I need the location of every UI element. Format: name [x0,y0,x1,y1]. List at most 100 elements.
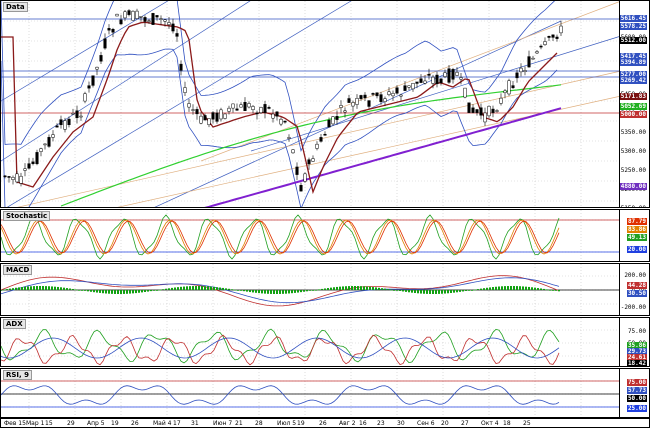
candle-body [491,108,495,113]
macd-histogram-bar [480,288,482,290]
macd-histogram-bar [240,290,242,291]
macd-histogram-bar [441,290,443,294]
macd-histogram-bar [186,286,188,290]
price-marker-label: 5269.42 [619,77,647,84]
macd-histogram-bar [378,287,380,290]
macd-histogram-bar [420,290,422,294]
candle-body [119,19,123,25]
candle-body [103,38,107,49]
rsi-chart[interactable] [1,369,650,418]
macd-histogram-bar [72,288,74,290]
macd-histogram-bar [384,288,386,290]
stochastic-chart[interactable] [1,210,650,262]
price-marker-label: 5616.45 [619,15,647,22]
macd-histogram-bar [546,289,548,291]
date-axis-label: Май 4 [153,420,172,427]
macd-chart[interactable] [1,264,650,316]
macd-histogram-bar [255,290,257,293]
macd-histogram-bar [408,290,410,293]
stochastic-marker-label: 49.13 [626,234,647,241]
stochastic-marker-label: 20.00 [626,246,647,253]
macd-histogram-bar [258,290,260,294]
macd-histogram-bar [282,290,284,294]
macd-histogram-bar [339,286,341,290]
macd-histogram-bar [3,289,5,291]
macd-histogram-bar [141,290,143,293]
candle-body [459,77,463,80]
macd-histogram-bar [354,286,356,290]
macd-histogram-bar [132,290,134,294]
candle-body [547,35,551,38]
candle-body [543,41,547,46]
candle-body [375,92,379,97]
candle-body [283,120,287,123]
date-axis-label: Сен 6 [417,420,435,427]
candle-body [331,116,335,125]
macd-histogram-bar [342,286,344,290]
candle-body [143,17,147,22]
macd-histogram-bar [39,286,41,290]
macd-histogram-bar [243,290,245,292]
macd-histogram-bar [21,287,23,290]
candle-body [199,115,203,124]
price-pane[interactable]: Data 5650.005600.005550.005500.005450.00… [0,0,650,208]
adx-marker-label: 29.73 [626,348,647,355]
macd-histogram-bar [249,290,251,293]
macd-histogram-bar [18,287,20,290]
macd-histogram-bar [264,290,266,294]
macd-histogram-bar [99,290,101,293]
macd-histogram-bar [309,290,311,291]
price-chart[interactable] [1,1,650,208]
macd-histogram-bar [66,288,68,290]
macd-histogram-bar [474,289,476,291]
rsi-pane[interactable]: RSI, 9 75.00 57.73 50.00 25.00 [0,368,650,418]
macd-histogram-bar [366,286,368,290]
macd-histogram-bar [81,290,83,291]
macd-histogram-bar [78,289,80,291]
macd-histogram-bar [108,290,110,294]
date-axis-label: 29 [67,420,75,427]
bollinger-upper-line [1,1,555,153]
macd-histogram-bar [102,290,104,294]
macd-histogram-bar [90,290,92,292]
adx-chart[interactable] [1,318,650,367]
candle-body [163,19,167,22]
macd-histogram-bar [111,290,113,294]
price-axis-tick: 5250.00 [620,167,646,174]
macd-histogram-bar [285,290,287,294]
macd-histogram-bar [42,286,44,290]
candle-body [235,108,239,111]
candle-body [63,120,67,130]
macd-histogram-bar [27,286,29,290]
macd-histogram-bar [429,290,431,294]
candle-body [243,102,247,111]
candle-body [187,103,191,108]
macd-histogram-bar [48,286,50,290]
candle-body [339,105,343,108]
price-pane-title: Data [3,2,28,12]
candle-body [455,71,459,76]
macd-histogram-bar [153,290,155,291]
macd-histogram-bar [192,286,194,290]
rsi-line [1,385,560,405]
macd-histogram-bar [519,286,521,290]
macd-histogram-bar [435,290,437,294]
date-axis: Фев 15 Мар 1 15 29 Апр 5 19 26 Май 4 17 31 Июн 7 21… [0,418,650,428]
candle-body [291,149,295,154]
macd-histogram-bar [402,290,404,292]
stochastic-k-line [1,220,560,254]
candle-body [179,63,183,71]
candle-body [451,69,455,80]
macd-histogram-bar [150,290,152,292]
macd-histogram-bar [198,286,200,290]
macd-histogram-bar [273,290,275,294]
candle-body [35,152,39,165]
stochastic-pane[interactable]: Stochastic 87.79 83.86 49.13 20.00 [0,209,650,262]
macd-histogram-bar [105,290,107,294]
candle-body [155,15,159,18]
macd-histogram-bar [126,290,128,294]
moving-average-short-line [1,21,558,195]
macd-histogram-bar [531,287,533,290]
